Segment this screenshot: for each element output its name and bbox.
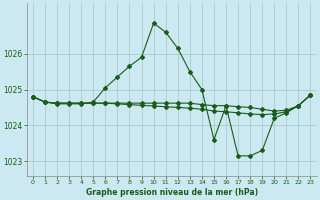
X-axis label: Graphe pression niveau de la mer (hPa): Graphe pression niveau de la mer (hPa) xyxy=(86,188,258,197)
